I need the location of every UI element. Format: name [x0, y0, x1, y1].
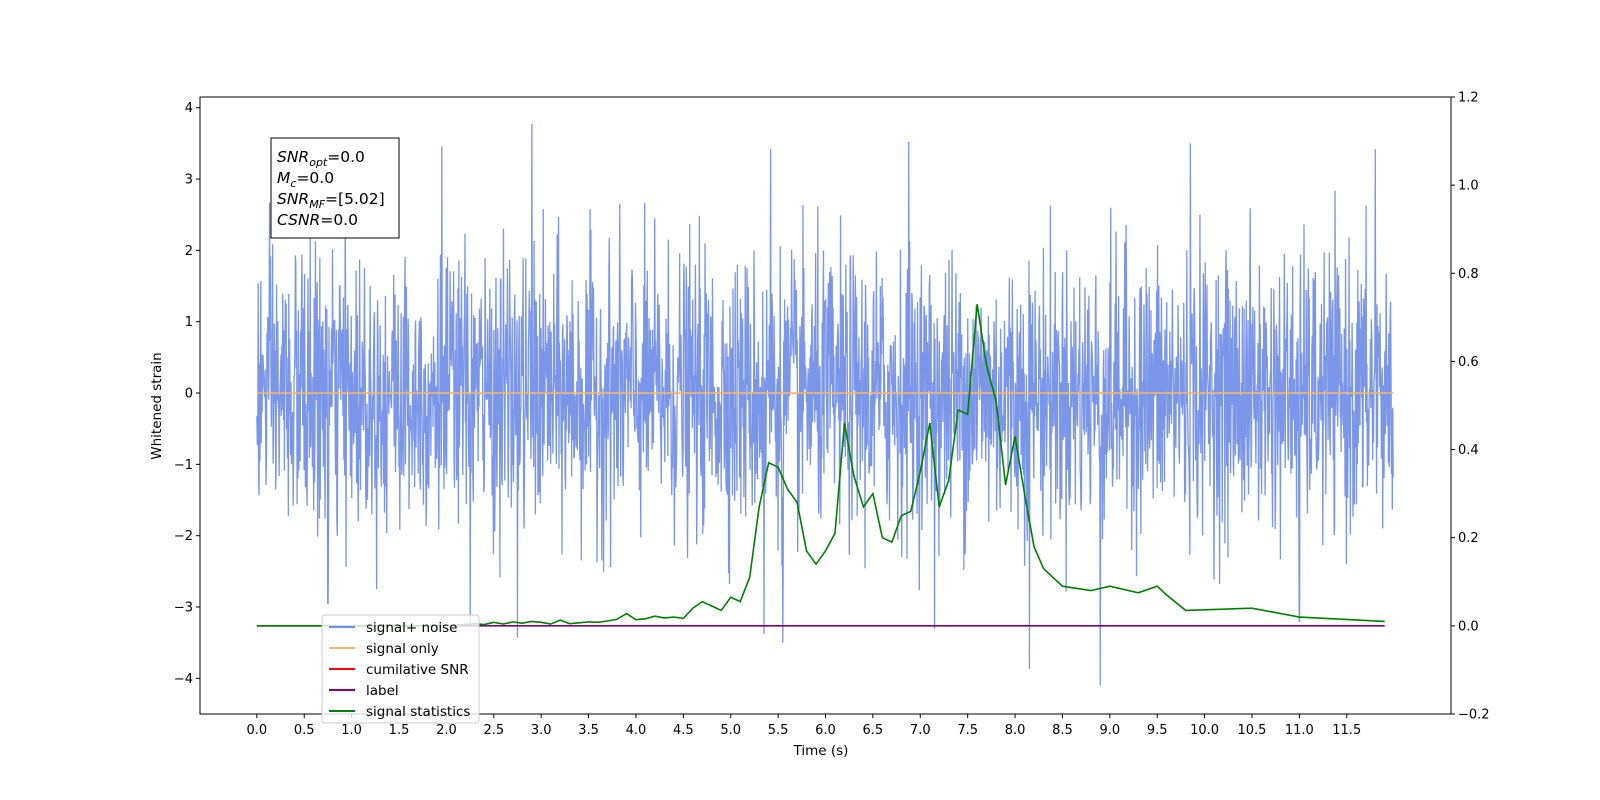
x-tick-label: 8.0 — [1005, 723, 1026, 738]
y-tick-label: 3 — [185, 173, 193, 188]
x-tick-label: 7.0 — [910, 723, 931, 738]
x-tick-label: 3.0 — [531, 723, 552, 738]
y-tick-label: 1 — [185, 315, 193, 330]
x-tick-label: 4.5 — [673, 723, 694, 738]
y-tick-label: −1 — [174, 458, 193, 473]
legend-label: signal statistics — [366, 704, 470, 720]
y-axis-label: Whitened strain — [149, 352, 165, 459]
x-axis-ticks: 0.0 0.5 1.0 1.5 2.0 2.5 3.0 3.5 4.0 4.5 5.0 5.5 6.0 6… — [247, 714, 1361, 738]
x-tick-label: 9.5 — [1147, 723, 1168, 738]
x-tick-label: 8.5 — [1052, 723, 1073, 738]
x-tick-label: 1.0 — [341, 723, 362, 738]
legend-label: cumilative SNR — [366, 662, 469, 678]
y2-tick-label: 0.2 — [1458, 531, 1479, 546]
y2-tick-label: 0.4 — [1458, 443, 1479, 458]
y-tick-label: 0 — [185, 387, 193, 402]
y2-tick-label: 0.6 — [1458, 355, 1479, 370]
x-tick-label: 7.5 — [957, 723, 978, 738]
y2-tick-label: −0.2 — [1458, 708, 1490, 723]
annotation-line: Mc=0.0 — [277, 169, 334, 190]
y2-axis-ticks: −0.2 0.0 0.2 0.4 0.6 0.8 1.0 1.2 — [1451, 91, 1490, 723]
x-tick-label: 11.0 — [1285, 723, 1314, 738]
signal-noise-line — [256, 124, 1394, 686]
x-tick-label: 0.5 — [294, 723, 315, 738]
legend: signal+ noise signal only cumilative SNR la… — [321, 614, 480, 724]
x-tick-label: 0.0 — [247, 723, 268, 738]
x-tick-label: 11.5 — [1332, 723, 1361, 738]
y2-tick-label: 1.0 — [1458, 179, 1479, 194]
x-tick-label: 2.0 — [436, 723, 457, 738]
y2-tick-label: 0.0 — [1458, 619, 1479, 634]
x-tick-label: 5.5 — [768, 723, 789, 738]
y2-tick-label: 0.8 — [1458, 267, 1479, 282]
y-tick-label: −4 — [174, 672, 193, 687]
y2-tick-label: 1.2 — [1458, 91, 1479, 106]
x-tick-label: 5.0 — [720, 723, 741, 738]
x-tick-label: 10.5 — [1238, 723, 1267, 738]
x-axis-label: Time (s) — [793, 743, 849, 759]
x-tick-label: 9.0 — [1099, 723, 1120, 738]
y-tick-label: 2 — [185, 244, 193, 259]
x-tick-label: 10.0 — [1190, 723, 1219, 738]
x-tick-label: 2.5 — [483, 723, 504, 738]
x-tick-label: 6.0 — [815, 723, 836, 738]
annotation-frame — [270, 137, 400, 239]
x-tick-label: 6.5 — [863, 723, 884, 738]
y-axis-ticks: −4 −3 −2 −1 0 1 2 3 4 — [174, 101, 200, 687]
y-tick-label: −2 — [174, 529, 193, 544]
signal-statistics-line — [256, 304, 1385, 627]
x-tick-label: 4.0 — [626, 723, 647, 738]
x-tick-label: 3.5 — [578, 723, 599, 738]
legend-label: signal only — [366, 641, 439, 657]
annotation-line: SNRopt=0.0 — [277, 148, 365, 169]
annotation-line: CSNR=0.0 — [277, 211, 358, 229]
legend-frame — [321, 614, 480, 724]
annotation-line: SNRMF=[5.02] — [277, 190, 385, 211]
legend-label: signal+ noise — [366, 620, 457, 636]
y-tick-label: 4 — [185, 101, 193, 116]
y-tick-label: −3 — [174, 601, 193, 616]
signal-noise-series — [256, 124, 1394, 686]
x-tick-label: 1.5 — [389, 723, 410, 738]
legend-label: label — [366, 683, 399, 699]
